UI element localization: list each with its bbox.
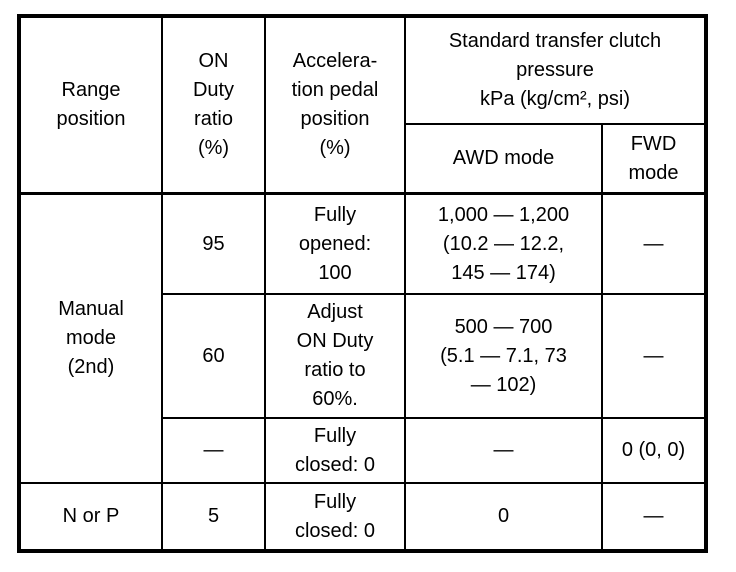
header-fwd-mode: FWD mode: [601, 123, 707, 195]
cell-range-manual-mode: Manual mode (2nd): [18, 192, 163, 484]
cell-duty: 5: [161, 482, 266, 552]
cell-pedal: Fully closed: 0: [264, 482, 406, 552]
cell-awd-pressure: 1,000 — 1,200 (10.2 — 12.2, 145 — 174): [404, 192, 603, 295]
table-row: Manual mode (2nd) 95 Fully opened: 100 1…: [18, 192, 707, 484]
header-accel-pedal-position: Accelera- tion pedal position (%): [264, 15, 406, 195]
table-row: N or P 5 Fully closed: 0 0 —: [18, 482, 707, 552]
header-range-position: Range position: [18, 15, 163, 195]
cell-awd-pressure: 500 — 700 (5.1 — 7.1, 73 — 102): [404, 293, 603, 419]
transfer-clutch-pressure-table: Range position ON Duty ratio (%) Acceler…: [17, 14, 708, 553]
cell-fwd-pressure: —: [601, 293, 707, 419]
cell-pedal: Fully opened: 100: [264, 192, 406, 295]
cell-awd-pressure: —: [404, 417, 603, 484]
table-row: 60 Adjust ON Duty ratio to 60%. 500 — 70…: [19, 293, 707, 419]
cell-range-n-or-p: N or P: [18, 482, 163, 552]
cell-fwd-pressure: 0 (0, 0): [601, 417, 707, 484]
cell-duty: 60: [161, 293, 266, 419]
cell-duty: 95: [161, 192, 266, 295]
table-row: — Fully closed: 0 — 0 (0, 0): [19, 417, 707, 484]
cell-duty: —: [161, 417, 266, 484]
header-on-duty-ratio: ON Duty ratio (%): [161, 15, 266, 195]
cell-fwd-pressure: —: [601, 482, 707, 552]
cell-fwd-pressure: —: [601, 192, 707, 295]
header-pressure-title: Standard transfer clutch pressure kPa (k…: [404, 15, 707, 125]
cell-pedal: Fully closed: 0: [264, 417, 406, 484]
cell-pedal: Adjust ON Duty ratio to 60%.: [264, 293, 406, 419]
cell-awd-pressure: 0: [404, 482, 603, 552]
header-awd-mode: AWD mode: [404, 123, 603, 195]
